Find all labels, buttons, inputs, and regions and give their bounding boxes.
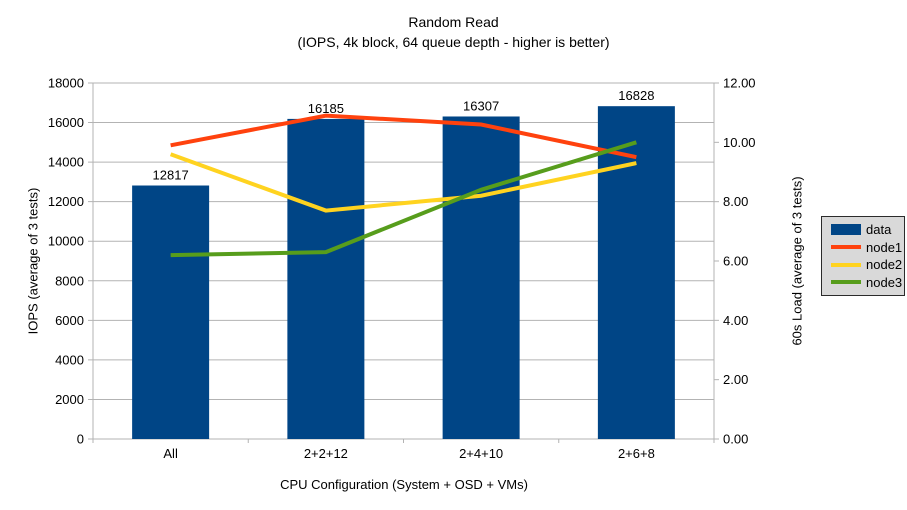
y-right-tick-label: 2.00 (723, 372, 748, 387)
x-category-label: 2+2+12 (304, 446, 348, 461)
y-right-tick-label: 0.00 (723, 432, 748, 447)
bar-2+2+12 (287, 118, 365, 439)
bar-2+6+8 (597, 106, 675, 439)
title-block: Random Read (IOPS, 4k block, 64 queue de… (0, 12, 907, 52)
y-right-tick-label: 4.00 (723, 313, 748, 328)
y-right-tick-label: 12.00 (723, 76, 756, 91)
y-left-tick-label: 4000 (55, 352, 84, 367)
legend-item-node3: node3 (831, 274, 903, 290)
y-left-tick-label: 16000 (48, 115, 84, 130)
bar-label-2+6+8: 16828 (618, 88, 654, 103)
legend-swatch-node3 (831, 280, 861, 285)
y-axis-title-right: 60s Load (average of 3 tests) (789, 176, 805, 346)
bar-All (132, 185, 210, 439)
line-node1 (170, 113, 637, 160)
legend-label-node3: node3 (866, 274, 903, 290)
legend-item-node2: node2 (831, 257, 903, 273)
legend-label-node1: node1 (866, 239, 903, 255)
bar-label-All: 12817 (153, 168, 189, 183)
x-category-label: All (163, 446, 178, 461)
line-node2 (169, 152, 637, 213)
chart-title: Random Read (408, 14, 499, 30)
bar-label-2+4+10: 16307 (463, 98, 499, 113)
y-left-tick-label: 0 (77, 432, 84, 447)
y-left-tick-label: 14000 (48, 155, 84, 170)
y-axis-title-left: IOPS (average of 3 tests) (25, 187, 41, 335)
y-left-tick-label: 10000 (48, 234, 84, 249)
legend-item-node1: node1 (831, 239, 903, 255)
x-category-label: 2+6+8 (618, 446, 655, 461)
chart-subtitle: (IOPS, 4k block, 64 queue depth - higher… (297, 34, 610, 50)
line-node3 (170, 140, 637, 258)
y-right-tick-label: 8.00 (723, 194, 748, 209)
legend: data node1 node2 node3 (821, 216, 905, 296)
legend-swatch-data (831, 224, 861, 236)
bar-2+4+10 (442, 116, 520, 440)
y-left-tick-label: 2000 (55, 392, 84, 407)
x-axis-title: CPU Configuration (System + OSD + VMs) (280, 477, 528, 492)
legend-swatch-node2 (831, 262, 861, 267)
y-left-tick-label: 6000 (55, 313, 84, 328)
legend-item-data: data (831, 222, 899, 237)
y-left-tick-label: 8000 (55, 273, 84, 288)
legend-label-node2: node2 (866, 257, 903, 273)
legend-label-data: data (866, 222, 892, 238)
y-left-tick-label: 12000 (48, 194, 84, 209)
y-right-tick-label: 10.00 (723, 135, 756, 150)
x-category-label: 2+4+10 (459, 446, 503, 461)
y-left-tick-label: 18000 (48, 76, 84, 91)
y-right-tick-label: 6.00 (723, 254, 748, 269)
bar-label-2+2+12: 16185 (308, 101, 344, 116)
legend-swatch-node1 (831, 245, 861, 250)
